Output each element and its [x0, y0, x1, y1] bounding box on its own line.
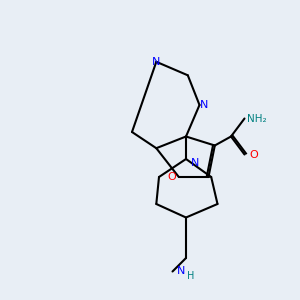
Text: NH₂: NH₂ [247, 113, 267, 124]
Text: O: O [167, 172, 176, 182]
Text: N: N [190, 158, 199, 169]
Text: O: O [249, 149, 258, 160]
Text: N: N [177, 266, 186, 277]
Text: N: N [200, 100, 208, 110]
Text: N: N [152, 57, 160, 67]
Text: H: H [187, 271, 194, 281]
